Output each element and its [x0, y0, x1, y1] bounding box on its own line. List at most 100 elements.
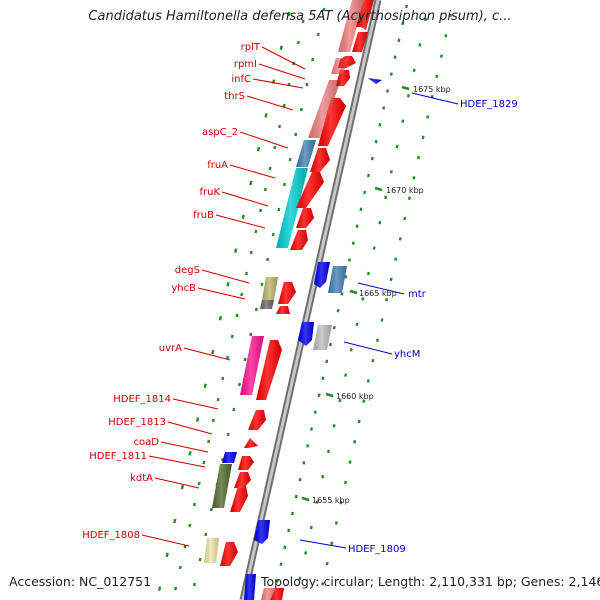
- tick-mark: [273, 145, 277, 150]
- tick-mark: [325, 561, 329, 566]
- gene-label-infC[interactable]: infC: [231, 74, 251, 85]
- tick-mark: [221, 457, 225, 462]
- tick-mark: [287, 11, 291, 17]
- tick-mark: [241, 214, 245, 220]
- tick-mark: [435, 74, 439, 79]
- tick-mark: [321, 582, 325, 586]
- scale-label-1675: 1675 kbp: [413, 85, 451, 94]
- gene-shading-overlay: [338, 0, 364, 52]
- tick-mark: [384, 195, 388, 200]
- major-tick-mark: [401, 85, 410, 91]
- tick-mark: [204, 532, 208, 537]
- tick-mark: [279, 45, 283, 51]
- tick-mark: [230, 334, 234, 339]
- gene-label-degS[interactable]: degS: [175, 265, 200, 276]
- gene-label-HDEF_1829[interactable]: HDEF_1829: [460, 99, 518, 110]
- gene-label-fruB[interactable]: fruB: [193, 210, 214, 221]
- gene-label-mtr[interactable]: mtr: [408, 289, 427, 300]
- gene-label-HDEF_1809[interactable]: HDEF_1809: [348, 544, 406, 555]
- tick-mark: [403, 216, 407, 221]
- tick-marks: [157, 4, 453, 591]
- tick-mark: [309, 427, 313, 431]
- gene-label-rpmI[interactable]: rpmI: [234, 59, 257, 70]
- tick-mark: [298, 477, 302, 482]
- tick-mark: [418, 43, 422, 47]
- tick-mark: [357, 419, 361, 424]
- tick-mark: [449, 13, 453, 18]
- gene-label-kdtA[interactable]: kdtA: [130, 473, 153, 484]
- gene-label-thrS[interactable]: thrS: [224, 91, 245, 102]
- gene-label-rplT[interactable]: rplT: [241, 42, 261, 53]
- tick-mark: [424, 17, 428, 22]
- tick-mark: [188, 523, 192, 528]
- tick-mark: [394, 257, 398, 261]
- tick-mark: [203, 383, 207, 389]
- tick-mark: [355, 224, 359, 228]
- gene-label-HDEF_1813[interactable]: HDEF_1813: [108, 417, 166, 428]
- gene-label-uvrA[interactable]: uvrA: [159, 343, 182, 354]
- tick-mark: [290, 511, 294, 516]
- gene-label-coaD[interactable]: coaD: [134, 437, 160, 448]
- gene-shading-overlay: [338, 56, 356, 68]
- tick-mark: [321, 376, 325, 381]
- gene-label-aspC_2[interactable]: aspC_2: [202, 127, 238, 138]
- tick-mark: [375, 338, 379, 343]
- tick-mark: [348, 460, 352, 464]
- tick-mark: [249, 180, 253, 186]
- tick-mark: [417, 155, 421, 160]
- gene-shading-overlay: [278, 282, 296, 304]
- tick-mark: [338, 398, 342, 403]
- tick-mark: [366, 379, 370, 383]
- tick-mark: [389, 277, 393, 282]
- tick-mark: [382, 106, 386, 110]
- gene-label-yhcB[interactable]: yhcB: [171, 283, 196, 294]
- tick-mark: [249, 250, 253, 255]
- tick-mark: [157, 586, 162, 591]
- gene-shading-overlay: [298, 322, 314, 346]
- tick-mark: [347, 258, 352, 262]
- tick-mark: [259, 208, 263, 213]
- gene-label-yhcM[interactable]: yhcM: [394, 349, 420, 360]
- major-tick-mark: [349, 289, 358, 295]
- gene-label-fruA[interactable]: fruA: [207, 160, 228, 171]
- tick-mark: [406, 93, 410, 98]
- tick-mark: [344, 275, 348, 279]
- backbone: [239, 0, 382, 600]
- tick-mark: [207, 439, 211, 444]
- tick-mark: [332, 325, 336, 330]
- tick-mark: [398, 237, 402, 241]
- tick-mark: [439, 54, 443, 58]
- tick-mark: [385, 297, 389, 302]
- gene-label-fruK[interactable]: fruK: [199, 187, 220, 198]
- gene-label-HDEF_1811[interactable]: HDEF_1811: [89, 451, 147, 462]
- tick-mark: [372, 246, 376, 250]
- tick-mark: [277, 207, 281, 212]
- tick-mark: [397, 38, 401, 43]
- gene-shading: [204, 0, 382, 600]
- map-title: Candidatus Hamiltonella defensa 5AT (Acy…: [88, 9, 512, 24]
- tick-mark: [343, 480, 347, 485]
- gene-shading-overlay: [220, 542, 238, 566]
- gene-shading-overlay: [296, 140, 316, 167]
- tick-mark: [279, 562, 283, 566]
- gene-label-HDEF_1814[interactable]: HDEF_1814: [113, 394, 171, 405]
- tick-mark: [296, 40, 300, 45]
- tick-mark: [282, 103, 286, 108]
- scale-label-1670: 1670 kbp: [386, 186, 424, 195]
- tick-mark: [330, 541, 334, 546]
- tick-mark: [322, 7, 326, 12]
- gene-label-HDEF_1808[interactable]: HDEF_1808: [82, 530, 140, 541]
- gene-shading-overlay: [262, 277, 278, 300]
- tick-mark: [340, 292, 344, 296]
- tick-mark: [389, 170, 393, 174]
- major-tick-mark: [325, 392, 334, 398]
- tick-mark: [216, 397, 220, 402]
- scale-label-1660: 1660 kbp: [336, 392, 374, 401]
- tick-mark: [359, 207, 363, 212]
- gene-shading-overlay: [244, 438, 258, 448]
- gene-shading-overlay: [276, 168, 308, 248]
- tick-mark: [355, 322, 359, 327]
- tick-mark: [321, 474, 325, 479]
- gene-shading-overlay: [308, 80, 341, 138]
- tick-mark: [326, 449, 330, 454]
